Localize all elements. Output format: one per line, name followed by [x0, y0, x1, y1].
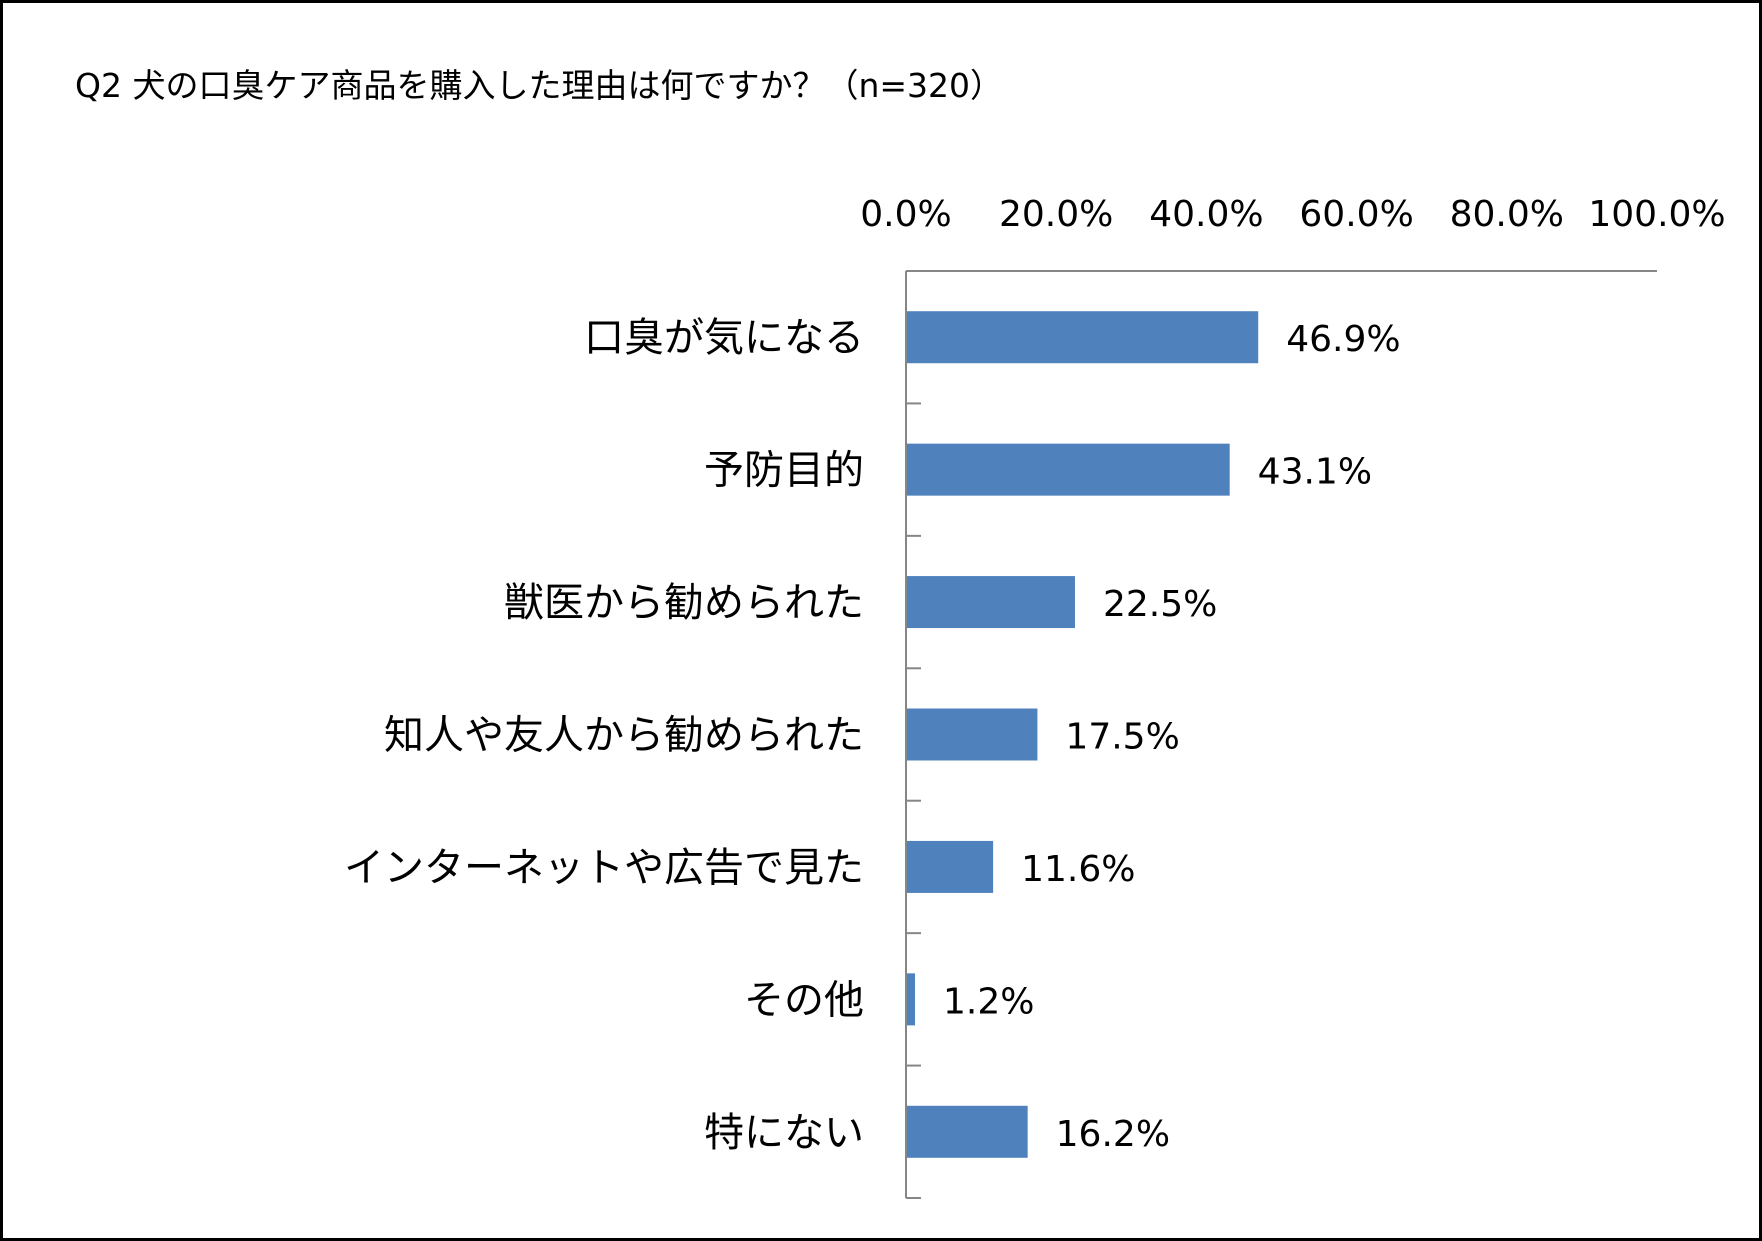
bar [907, 973, 916, 1026]
x-tick-label: 20.0% [999, 194, 1113, 235]
category-label: 口臭が気になる [584, 315, 864, 361]
data-label: 22.5% [1103, 584, 1217, 625]
category-label: 知人や友人から勧められた [384, 713, 864, 759]
bar [907, 840, 994, 893]
x-tick-label: 40.0% [1149, 194, 1263, 235]
bar [907, 443, 1230, 496]
category-label: 特にない [704, 1110, 864, 1156]
data-label: 46.9% [1286, 319, 1400, 360]
bar [907, 311, 1259, 364]
x-tick-label: 80.0% [1450, 194, 1564, 235]
x-tick-label: 100.0% [1588, 194, 1725, 235]
bar [907, 576, 1075, 629]
category-label: 予防目的 [704, 448, 864, 494]
data-label: 11.6% [1021, 849, 1135, 890]
bar [907, 708, 1038, 761]
category-label: その他 [744, 977, 864, 1023]
bar [907, 1105, 1028, 1158]
x-tick-label: 0.0% [860, 194, 951, 235]
data-label: 1.2% [943, 981, 1034, 1022]
category-label: インターネットや広告で見た [344, 845, 864, 891]
chart-title: Q2 犬の口臭ケア商品を購入した理由は何ですか？（n=320） [75, 66, 1004, 105]
data-label: 16.2% [1056, 1114, 1170, 1155]
data-label: 17.5% [1065, 717, 1179, 758]
data-label: 43.1% [1258, 452, 1372, 493]
x-tick-label: 60.0% [1299, 194, 1413, 235]
category-label: 獣医から勧められた [504, 580, 864, 626]
